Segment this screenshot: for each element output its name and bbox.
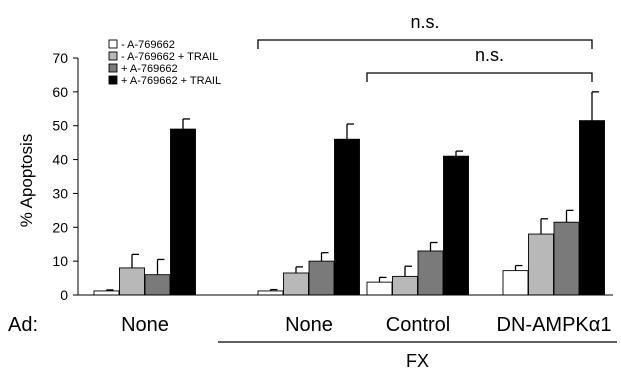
legend-label: + A-769662 + TRAIL bbox=[121, 75, 221, 87]
bar-3-2 bbox=[392, 275, 418, 296]
legend-label: + A-769662 bbox=[121, 63, 178, 75]
y-tick-label: 60 bbox=[52, 84, 68, 100]
bar-4-2 bbox=[528, 233, 554, 296]
bars bbox=[93, 91, 605, 296]
y-tick-label: 50 bbox=[52, 118, 68, 134]
legend: - A-769662- A-769662 + TRAIL+ A-769662+ … bbox=[108, 39, 221, 87]
x-category-label: Control bbox=[386, 314, 450, 336]
bar-1-2 bbox=[119, 267, 145, 296]
y-tick-label: 0 bbox=[60, 287, 68, 303]
bar-3-4 bbox=[443, 155, 469, 296]
group-annotation: FX bbox=[218, 341, 617, 371]
bar-2-4 bbox=[334, 138, 360, 296]
significance-label: n.s. bbox=[475, 45, 504, 65]
bar-1-4 bbox=[170, 128, 196, 296]
y-tick-label: 10 bbox=[52, 253, 68, 269]
bar-4-4 bbox=[579, 120, 605, 296]
legend-label: - A-769662 + TRAIL bbox=[121, 51, 218, 63]
bar-1-3 bbox=[144, 274, 171, 296]
y-tick-label: 20 bbox=[52, 219, 68, 235]
y-axis: 0 10 20 30 40 50 60 70 bbox=[52, 50, 79, 303]
group-label: FX bbox=[406, 351, 429, 371]
y-tick-label: 30 bbox=[52, 185, 68, 201]
legend-label: - A-769662 bbox=[121, 39, 175, 51]
x-category-label: None bbox=[121, 314, 169, 336]
row-label: Ad: bbox=[8, 314, 38, 336]
bar-2-1 bbox=[257, 290, 284, 296]
significance-bracket bbox=[366, 72, 593, 82]
y-axis-title: % Apoptosis bbox=[17, 134, 36, 228]
bar-4-3 bbox=[553, 221, 580, 296]
legend-swatch bbox=[108, 75, 118, 85]
x-category-label: DN-AMPKα1 bbox=[497, 314, 612, 336]
y-tick-label: 70 bbox=[52, 50, 68, 66]
legend-swatch bbox=[108, 51, 118, 61]
x-category-label: None bbox=[285, 314, 333, 336]
bar-4-1 bbox=[502, 270, 529, 296]
significance-brackets: n.s. n.s. bbox=[257, 12, 593, 82]
bar-3-1 bbox=[366, 281, 393, 296]
legend-swatch bbox=[108, 63, 118, 73]
significance-label: n.s. bbox=[410, 12, 439, 32]
bar-3-3 bbox=[417, 250, 444, 296]
x-axis: None None Control DN-AMPKα1 bbox=[78, 294, 613, 336]
bar-1-1 bbox=[93, 290, 120, 296]
bar-2-3 bbox=[308, 260, 335, 296]
significance-bracket bbox=[257, 39, 593, 49]
y-tick-label: 40 bbox=[52, 152, 68, 168]
legend-swatch bbox=[108, 39, 118, 49]
bar-2-2 bbox=[283, 272, 309, 296]
